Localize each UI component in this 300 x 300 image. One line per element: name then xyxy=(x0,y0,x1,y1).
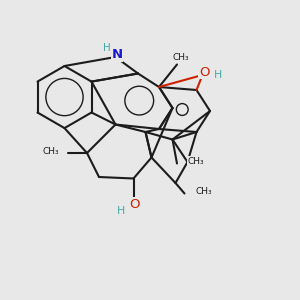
Text: O: O xyxy=(130,197,140,211)
Text: O: O xyxy=(199,65,209,79)
Text: H: H xyxy=(214,70,222,80)
Text: CH₃: CH₃ xyxy=(43,147,59,156)
Text: CH₃: CH₃ xyxy=(172,52,189,62)
Text: CH₃: CH₃ xyxy=(188,157,204,166)
Text: H: H xyxy=(117,206,126,217)
Text: N: N xyxy=(111,48,123,61)
Text: H: H xyxy=(103,43,111,53)
Text: CH₃: CH₃ xyxy=(195,188,211,196)
